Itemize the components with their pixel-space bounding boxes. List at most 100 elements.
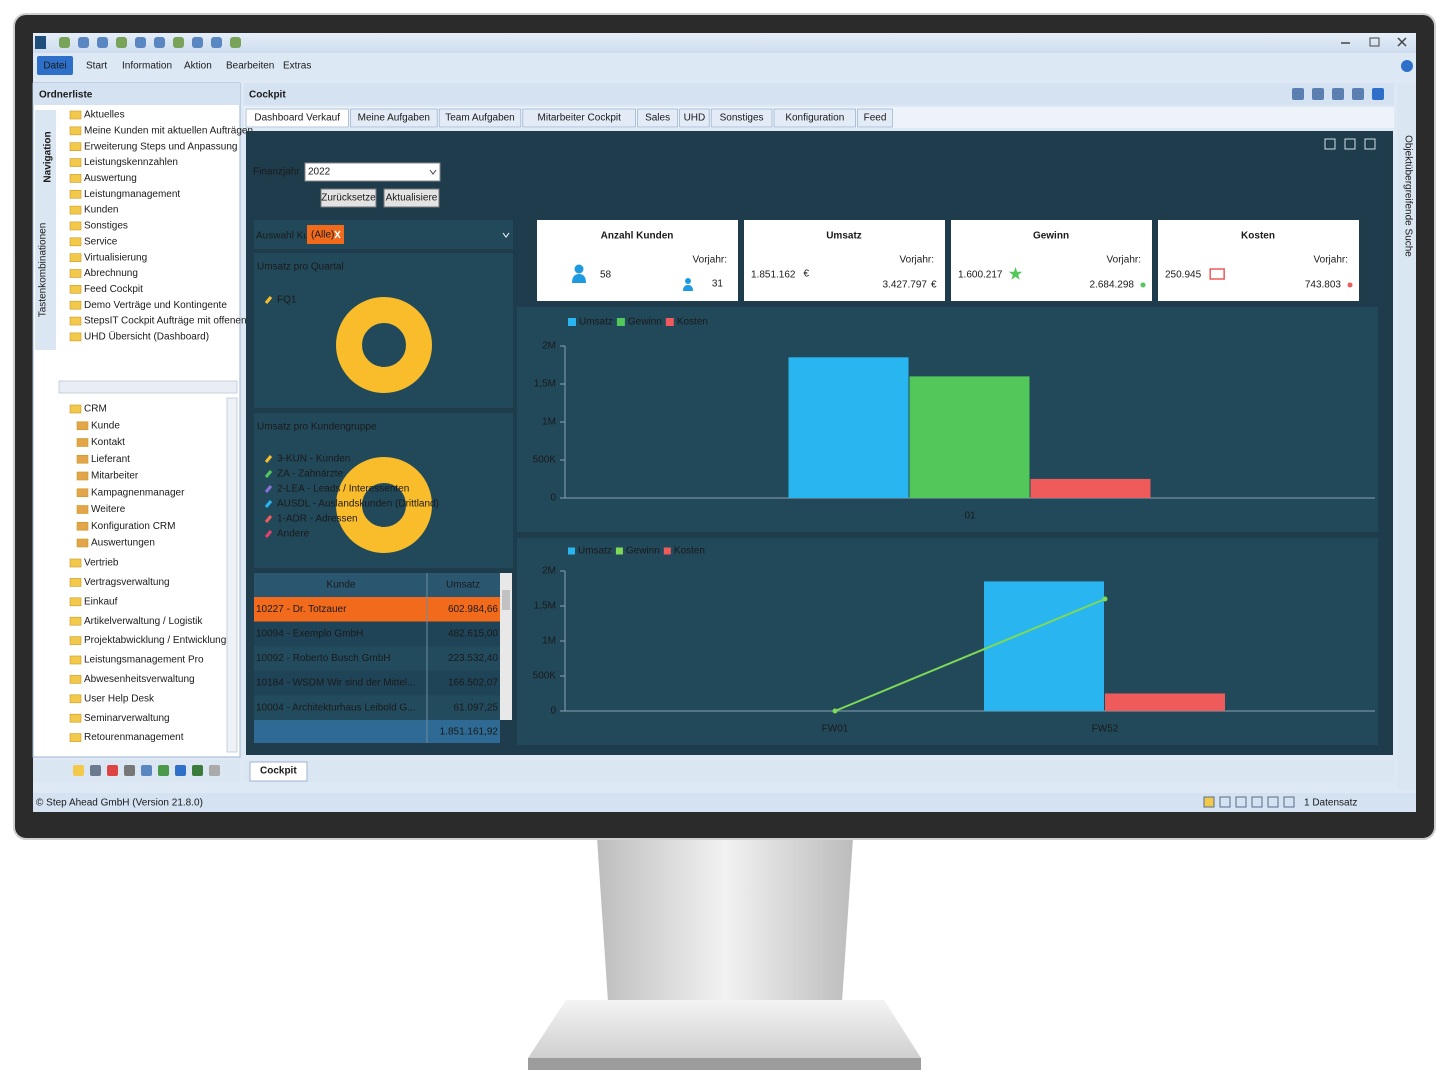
folder-item[interactable]: Kunden [84, 205, 118, 216]
folder-item[interactable]: UHD Übersicht (Dashboard) [84, 331, 209, 343]
header-icon[interactable] [1352, 88, 1364, 100]
tab[interactable] [245, 108, 349, 128]
legend-swatch[interactable] [665, 318, 674, 326]
folder-item[interactable]: Service [84, 236, 118, 247]
table-row[interactable] [254, 621, 500, 647]
tab-label[interactable]: UHD [684, 113, 706, 124]
folder-item[interactable]: Abrechnung [84, 268, 138, 279]
view-icon[interactable] [1203, 796, 1215, 808]
bottom-tab-label[interactable]: Cockpit [260, 766, 297, 777]
line-point[interactable] [1102, 596, 1108, 602]
menu-item[interactable]: Extras [283, 61, 311, 72]
dashboard-icon[interactable] [1344, 138, 1356, 150]
tree-item[interactable]: Seminarverwaltung [84, 713, 170, 724]
tree-item[interactable]: Lieferant [91, 454, 130, 465]
folder-item[interactable]: Meine Kunden mit aktuellen Aufträgen [84, 125, 253, 136]
header-icon[interactable] [1292, 88, 1304, 100]
table-cell[interactable]: 10004 - Architekturhaus Leibold G... [256, 702, 416, 713]
tree-item[interactable]: User Help Desk [84, 693, 155, 704]
tree-item[interactable]: Artikelverwaltung / Logistik [84, 616, 203, 627]
bottom-tab[interactable] [249, 761, 308, 782]
close-button[interactable] [1397, 37, 1407, 47]
tab-label[interactable]: Dashboard Verkauf [254, 113, 340, 124]
bar[interactable] [909, 376, 1030, 498]
tag-remove[interactable] [334, 230, 341, 239]
legend-swatch[interactable] [568, 318, 576, 326]
toolbar-icon[interactable] [78, 37, 89, 48]
view-icon[interactable] [1283, 796, 1295, 808]
legend-swatch[interactable] [568, 547, 575, 555]
tree-item[interactable]: Kontakt [91, 437, 125, 448]
tab-label[interactable]: Konfiguration [785, 113, 844, 124]
tab-label[interactable]: Sales [645, 113, 670, 124]
folder-item[interactable]: Auswertung [84, 173, 137, 184]
table-cell[interactable]: 10184 - WSDM Wir sind der Mittel... [256, 678, 415, 689]
toolbar-icon[interactable] [192, 37, 203, 48]
button[interactable] [320, 188, 377, 208]
view-icon[interactable] [1219, 796, 1231, 808]
tab[interactable] [637, 108, 678, 128]
tree-item[interactable]: Abwesenheitsverwaltung [84, 674, 195, 685]
folder-item[interactable]: Demo Verträge und Kontingente [84, 300, 227, 311]
folder-item[interactable]: Leistungmanagement [84, 189, 180, 200]
tree-item[interactable]: CRM [84, 404, 107, 415]
legend-label[interactable]: 2-LEA - Leads / Interessenten [277, 484, 409, 495]
menu-item[interactable]: Datei [43, 61, 66, 72]
toolbar-icon[interactable] [116, 37, 127, 48]
dashboard-icon[interactable] [1324, 138, 1336, 150]
tab-label[interactable]: Meine Aufgaben [358, 113, 430, 124]
toolbar-icon[interactable] [59, 37, 70, 48]
legend-label[interactable]: 1-ADR - Adressen [277, 514, 358, 525]
tab-label[interactable]: Feed [864, 113, 887, 124]
table-cell[interactable]: 10227 - Dr. Totzauer [256, 604, 347, 615]
nav-icon[interactable] [124, 765, 135, 776]
tab[interactable] [857, 108, 893, 128]
folder-item[interactable]: Feed Cockpit [84, 284, 143, 295]
bar[interactable] [984, 581, 1104, 711]
table-cell[interactable]: 166.502,07 [448, 678, 498, 689]
button-label[interactable]: Zurücksetze [321, 193, 376, 204]
nav-icon[interactable] [141, 765, 152, 776]
dashboard-icon[interactable] [1364, 138, 1376, 150]
table-row[interactable] [254, 695, 500, 720]
table-scroll-thumb[interactable] [502, 590, 510, 610]
menu-item[interactable]: Aktion [184, 61, 212, 72]
tab[interactable] [679, 108, 710, 128]
legend-label[interactable]: Umsatz [579, 317, 613, 328]
legend-label[interactable]: Kosten [674, 546, 705, 557]
tree-item[interactable]: Mitarbeiter [91, 471, 139, 482]
bar[interactable] [1105, 693, 1225, 711]
header-icon[interactable] [1332, 88, 1344, 100]
customer-tag[interactable] [307, 225, 344, 244]
view-icon[interactable] [1267, 796, 1279, 808]
legend-label[interactable]: Umsatz [578, 546, 612, 557]
button[interactable] [383, 188, 440, 208]
table-row[interactable] [254, 597, 500, 622]
bar[interactable] [788, 357, 909, 498]
year-select[interactable] [304, 162, 441, 182]
tree-item[interactable]: Projektabwicklung / Entwicklung [84, 635, 226, 646]
toolbar-icon[interactable] [230, 37, 241, 48]
legend-swatch[interactable] [615, 547, 623, 555]
table-cell[interactable]: 482.615,00 [448, 629, 498, 640]
view-icon[interactable] [1251, 796, 1263, 808]
table-cell[interactable]: 10092 - Roberto Busch GmbH [256, 653, 391, 664]
vertical-tab[interactable]: Navigation [43, 131, 54, 182]
legend-label[interactable]: AUSDL - Auslandskunden (Drittland) [277, 499, 439, 510]
view-icon[interactable] [1235, 796, 1247, 808]
tree-item[interactable]: Kampagnenmanager [91, 487, 185, 498]
nav-icon[interactable] [192, 765, 203, 776]
legend-label[interactable]: FQ1 [277, 295, 297, 306]
toolbar-icon[interactable] [97, 37, 108, 48]
tab-label[interactable]: Mitarbeiter Cockpit [538, 113, 622, 124]
nav-icon[interactable] [73, 765, 84, 776]
button-label[interactable]: Aktualisiere [386, 193, 438, 204]
customer-value[interactable]: (Alle) [311, 230, 334, 241]
tree-item[interactable]: Weitere [91, 504, 126, 515]
tree-item[interactable]: Auswertungen [91, 538, 155, 549]
folder-item[interactable]: Sonstiges [84, 221, 128, 232]
year-value[interactable]: 2022 [308, 167, 331, 178]
help-icon[interactable] [1401, 60, 1413, 72]
table-row[interactable] [254, 670, 500, 696]
legend-label[interactable]: Andere [277, 529, 310, 540]
